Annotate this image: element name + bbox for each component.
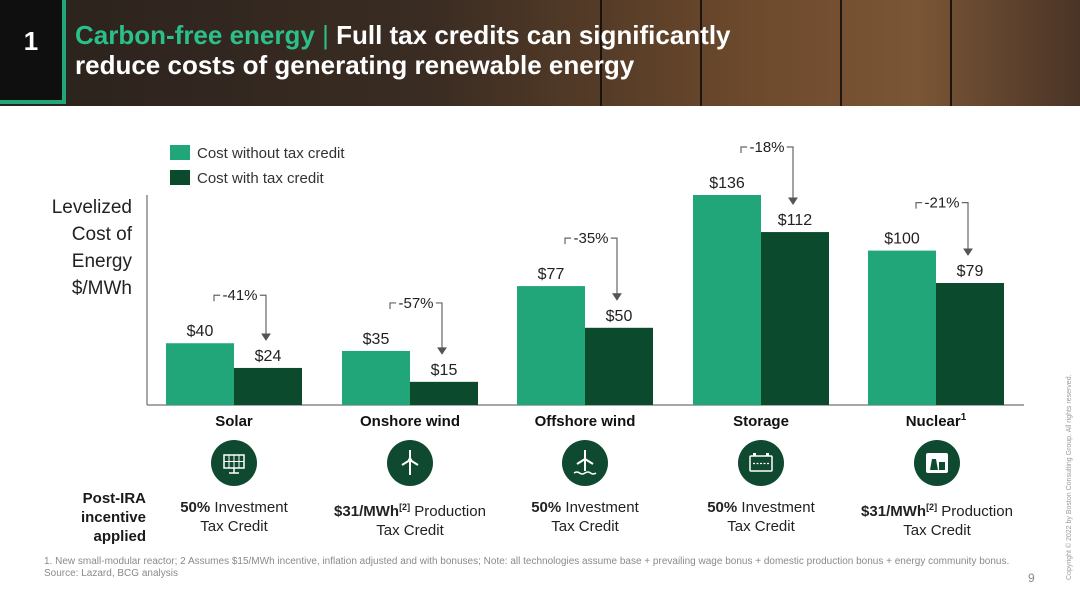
y-axis-label-line: Energy: [71, 251, 132, 272]
incentive-text: $31/MWh[2] Production Tax Credit: [320, 498, 500, 540]
change-bracket: [740, 146, 794, 205]
value-label: $136: [709, 175, 745, 192]
change-bracket: [915, 201, 969, 256]
legend-swatch: [170, 170, 190, 185]
incentive-line: 50% Investment: [531, 499, 639, 516]
incentive-text: 50% Investment Tax Credit: [671, 498, 851, 536]
footnote: 1. New small-modular reactor; 2 Assumes …: [44, 556, 1010, 579]
bar-with-credit: [234, 367, 302, 405]
category-label: Offshore wind: [535, 413, 636, 430]
incentive-text: 50% Investment Tax Credit: [495, 498, 675, 536]
wind-turbine-icon: [387, 440, 433, 486]
bar-with-credit: [585, 327, 653, 405]
incentive-text: $31/MWh[2] Production Tax Credit: [847, 498, 1027, 540]
change-label: -21%: [924, 195, 959, 212]
change-bracket: [564, 237, 618, 300]
bar-chart: Cost without tax credit Cost with tax cre…: [146, 139, 1024, 430]
section-box: 1: [0, 0, 66, 104]
value-label: $79: [957, 263, 984, 280]
title-accent: Carbon-free energy: [75, 20, 315, 50]
category-label: Nuclear1: [906, 412, 967, 430]
title-separator: |: [322, 20, 329, 50]
bar-with-credit: [761, 232, 829, 405]
incentive-line: 50% Investment: [180, 499, 288, 516]
value-label: $15: [431, 362, 458, 379]
change-bracket: [389, 302, 443, 354]
change-label: -18%: [749, 139, 784, 156]
tower-silhouette: [840, 0, 842, 106]
incentive-line: Tax Credit: [200, 518, 268, 535]
category-label: Storage: [733, 413, 789, 430]
legend-swatch: [170, 145, 190, 160]
category-label: Onshore wind: [360, 413, 460, 430]
post-ira-label: Post-IRA incentive applied: [80, 490, 146, 545]
y-axis-label-line: $/MWh: [71, 278, 132, 299]
incentive-line: Tax Credit: [551, 518, 619, 535]
value-label: $50: [606, 308, 633, 325]
value-label: $40: [187, 323, 214, 340]
incentive-line: $31/MWh[2] Production: [334, 502, 486, 520]
tower-silhouette: [700, 0, 702, 106]
title-main: Full tax credits can significantly reduc…: [75, 20, 731, 80]
y-axis-label-line: Levelized: [51, 197, 132, 218]
change-label: -41%: [222, 287, 257, 304]
change-arrow: [788, 197, 798, 205]
change-arrow: [612, 293, 622, 301]
bar-without-credit: [868, 250, 936, 405]
bar-without-credit: [166, 343, 234, 405]
incentive-line: $31/MWh[2] Production: [861, 502, 1013, 520]
change-arrow: [437, 347, 447, 355]
tower-silhouette: [600, 0, 602, 106]
section-number: 1: [23, 26, 39, 56]
bar-with-credit: [936, 283, 1004, 405]
value-label: $77: [538, 266, 565, 283]
bar-without-credit: [517, 286, 585, 405]
change-bracket: [213, 294, 267, 340]
value-label: $112: [778, 212, 813, 229]
incentive-text: 50% Investment Tax Credit: [144, 498, 324, 536]
incentive-line: Tax Credit: [376, 522, 444, 539]
battery-icon: [738, 440, 784, 486]
change-arrow: [261, 333, 271, 341]
page-number: 9: [1028, 571, 1035, 585]
copyright-notice: Copyright © 2022 by Boston Consulting Gr…: [1066, 374, 1073, 580]
change-label: -35%: [573, 230, 608, 247]
incentive-line: Tax Credit: [727, 518, 795, 535]
value-label: $100: [884, 231, 920, 248]
value-label: $35: [363, 331, 390, 348]
value-label: $24: [255, 348, 282, 365]
change-arrow: [963, 248, 973, 256]
y-axis-label-line: Cost of: [71, 224, 132, 245]
legend-label: Cost with tax credit: [197, 170, 325, 187]
bar-without-credit: [342, 350, 410, 405]
change-label: -57%: [398, 295, 433, 312]
category-label: Solar: [215, 413, 253, 430]
solar-panel-icon: [211, 440, 257, 486]
bar-without-credit: [693, 195, 761, 405]
header-banner: 1 Carbon-free energy | Full tax credits …: [0, 0, 1080, 106]
bar-with-credit: [410, 381, 478, 405]
incentive-line: 50% Investment: [707, 499, 815, 516]
offshore-wind-icon: [562, 440, 608, 486]
incentive-line: Tax Credit: [903, 522, 971, 539]
legend-label: Cost without tax credit: [197, 145, 345, 162]
page-title: Carbon-free energy | Full tax credits ca…: [75, 20, 795, 80]
nuclear-plant-icon: [914, 440, 960, 486]
tower-silhouette: [950, 0, 952, 106]
